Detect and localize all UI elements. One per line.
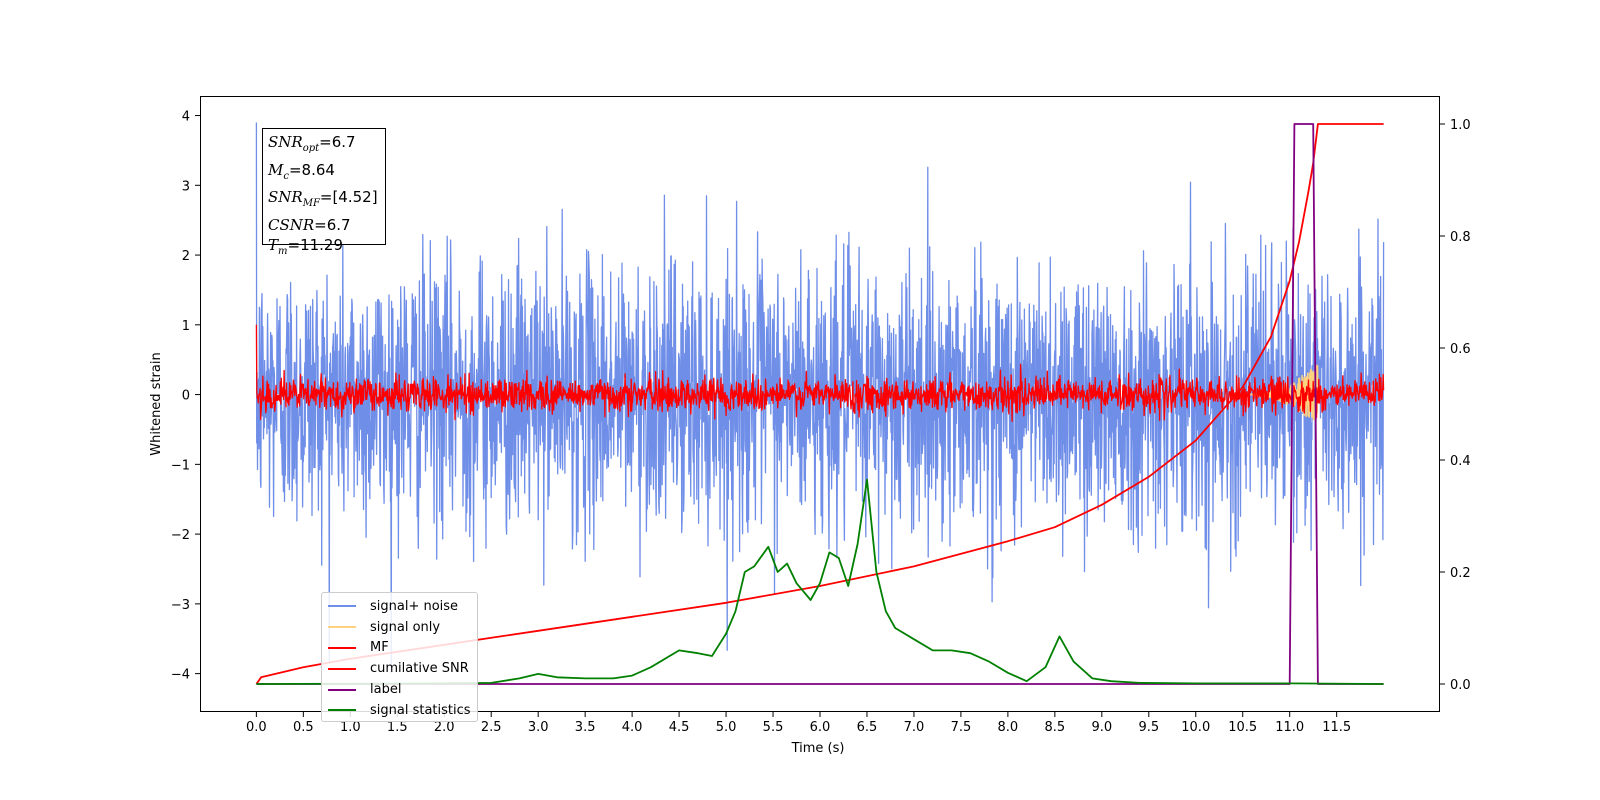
x-tick-label: 2.5 <box>481 720 502 735</box>
x-tick-label: 5.0 <box>716 720 737 735</box>
x-tick-label: 9.5 <box>1138 720 1159 735</box>
info-box: SNRopt=6.7 Mc=8.64 SNRMF=[4.52] CSNR=6.7… <box>262 128 386 257</box>
y-tick-label: −2 <box>171 528 190 543</box>
x-tick-label: 7.5 <box>951 720 972 735</box>
x-tick-label: 10.5 <box>1228 720 1257 735</box>
x-tick-label: 7.0 <box>904 720 925 735</box>
legend-entry-cumulative-snr: cumilative SNR <box>328 658 477 679</box>
y-tick-label: 1 <box>182 319 190 334</box>
plot-frame <box>200 96 1440 712</box>
x-tick-label: 3.5 <box>575 720 596 735</box>
y2-tick-label: 0.8 <box>1450 230 1471 245</box>
legend: signal+ noise signal only MF cumilative … <box>321 592 478 722</box>
x-tick-label: 11.5 <box>1322 720 1351 735</box>
info-mc: Mc=8.64 <box>268 160 335 182</box>
x-tick-label: 1.5 <box>387 720 408 735</box>
legend-entry-signal-only: signal only <box>328 617 477 638</box>
x-tick-label: 2.0 <box>434 720 455 735</box>
x-axis-label: Time (s) <box>791 741 845 756</box>
y-tick-label: 2 <box>182 249 190 264</box>
x-tick-label: 8.5 <box>1045 720 1066 735</box>
y-tick-label: 0 <box>182 389 190 404</box>
y2-tick-label: 1.0 <box>1450 118 1471 133</box>
x-tick-label: 0.0 <box>246 720 267 735</box>
y2-tick-label: 0.0 <box>1450 678 1471 693</box>
legend-entry-mf: MF <box>328 638 477 659</box>
info-tm: Tm=11.29 <box>268 236 344 257</box>
y-tick-label: 4 <box>182 110 190 125</box>
x-tick-label: 3.0 <box>528 720 549 735</box>
series-signal-statistics <box>256 478 1384 685</box>
x-tick-label: 8.0 <box>998 720 1019 735</box>
y-tick-label: −1 <box>171 458 190 473</box>
x-tick-label: 5.5 <box>763 720 784 735</box>
legend-entry-signal-statistics: signal statistics <box>328 700 477 721</box>
info-csnr: CSNR=6.7 <box>268 215 351 234</box>
x-tick-label: 11.0 <box>1275 720 1304 735</box>
x-tick-label: 6.0 <box>810 720 831 735</box>
x-tick-label: 10.0 <box>1181 720 1210 735</box>
legend-entry-label: label <box>328 679 477 700</box>
y2-tick-label: 0.2 <box>1450 566 1471 581</box>
y-axis-label: Whitened strain <box>149 352 164 455</box>
y-tick-label: −4 <box>171 668 190 683</box>
x-tick-label: 9.0 <box>1091 720 1112 735</box>
y-tick-label: −3 <box>171 598 190 613</box>
info-snr-mf: SNRMF=[4.52] <box>268 188 378 209</box>
legend-entry-signal-noise: signal+ noise <box>328 596 477 617</box>
x-tick-label: 6.5 <box>857 720 878 735</box>
series-signal-noise <box>255 122 1385 674</box>
info-snr-opt: SNRopt=6.7 <box>268 133 356 154</box>
x-tick-label: 0.5 <box>293 720 314 735</box>
series-mf <box>255 324 1385 423</box>
x-tick-label: 4.0 <box>622 720 643 735</box>
y-tick-label: 3 <box>182 179 190 194</box>
x-tick-label: 1.0 <box>340 720 361 735</box>
y2-tick-label: 0.6 <box>1450 342 1471 357</box>
x-tick-label: 4.5 <box>669 720 690 735</box>
y2-tick-label: 0.4 <box>1450 454 1471 469</box>
